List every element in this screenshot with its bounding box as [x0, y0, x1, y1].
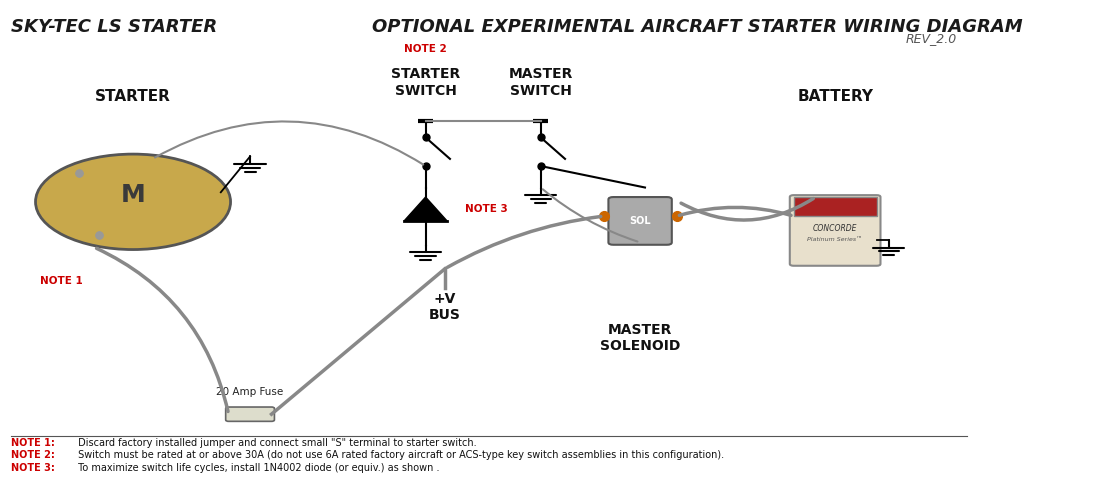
Text: SOL: SOL: [629, 216, 651, 226]
Text: Switch must be rated at or above 30A (do not use 6A rated factory aircraft or AC: Switch must be rated at or above 30A (do…: [75, 450, 724, 460]
Text: NOTE 1:: NOTE 1:: [11, 438, 55, 447]
Text: NOTE 2: NOTE 2: [404, 44, 447, 54]
Text: M: M: [121, 183, 145, 207]
Text: NOTE 3: NOTE 3: [464, 204, 507, 214]
Polygon shape: [404, 197, 447, 221]
Bar: [794, 197, 877, 216]
Text: CONCORDE: CONCORDE: [813, 224, 857, 233]
FancyBboxPatch shape: [608, 197, 672, 245]
Text: MASTER
SOLENOID: MASTER SOLENOID: [600, 323, 680, 353]
Text: +V
BUS: +V BUS: [429, 292, 461, 322]
Text: Platinum Series™: Platinum Series™: [807, 238, 862, 242]
Circle shape: [35, 154, 231, 250]
Text: STARTER: STARTER: [95, 89, 170, 104]
Text: REV_2.0: REV_2.0: [905, 33, 957, 46]
Text: NOTE 1: NOTE 1: [41, 276, 84, 286]
Text: MASTER
SWITCH: MASTER SWITCH: [508, 67, 573, 97]
Text: NOTE 3:: NOTE 3:: [11, 463, 55, 473]
Text: BATTERY: BATTERY: [798, 89, 873, 104]
Text: STARTER
SWITCH: STARTER SWITCH: [390, 67, 460, 97]
Text: OPTIONAL EXPERIMENTAL AIRCRAFT STARTER WIRING DIAGRAM: OPTIONAL EXPERIMENTAL AIRCRAFT STARTER W…: [372, 18, 1023, 36]
Text: Discard factory installed jumper and connect small "S" terminal to starter switc: Discard factory installed jumper and con…: [75, 438, 476, 447]
Text: NOTE 2:: NOTE 2:: [11, 450, 55, 460]
Text: SKY-TEC LS STARTER: SKY-TEC LS STARTER: [11, 18, 218, 36]
Text: To maximize switch life cycles, install 1N4002 diode (or equiv.) as shown .: To maximize switch life cycles, install …: [75, 463, 439, 473]
Text: 20 Amp Fuse: 20 Amp Fuse: [217, 387, 284, 397]
FancyBboxPatch shape: [226, 407, 274, 421]
FancyBboxPatch shape: [790, 195, 880, 266]
